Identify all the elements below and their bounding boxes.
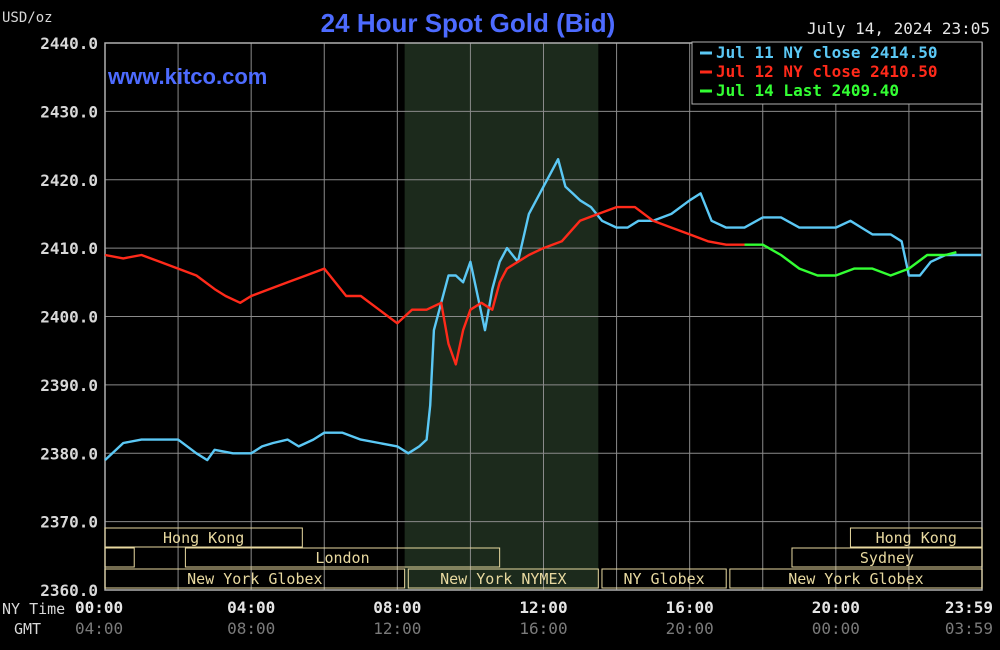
y-tick-label: 2440.0 [40, 34, 98, 53]
session-bar [791, 547, 983, 568]
y-tick-label: 2430.0 [40, 102, 98, 121]
x-tick-ny: 20:00 [812, 598, 860, 617]
x-tick-ny: 16:00 [666, 598, 714, 617]
legend-entry: Jul 14 Last 2409.40 [716, 81, 899, 100]
session-bars: Hong Kong London New York Globex New York N… [104, 527, 983, 589]
x-tick-ny: 00:00 [75, 598, 123, 617]
session-bar [849, 527, 983, 548]
y-tick-label: 2370.0 [40, 513, 98, 532]
session-label: NY Globex [623, 570, 704, 588]
x-tick-gmt: 00:00 [812, 619, 860, 638]
session-bar [601, 568, 727, 589]
timestamp: July 14, 2024 23:05 [807, 19, 990, 38]
watermark-url: www.kitco.com [107, 64, 267, 89]
series-line-jul14 [744, 243, 957, 277]
session-label: Hong Kong [876, 529, 957, 547]
y-tick-label: 2400.0 [40, 308, 98, 327]
price-series [104, 158, 982, 462]
session-bar [104, 568, 406, 589]
x-axis-ticks: 00:00 04:00 08:00 12:00 16:00 20:00 23:59 04:00… [75, 598, 993, 638]
session-bar [184, 547, 501, 568]
x-tick-ny: 04:00 [227, 598, 275, 617]
session-label: Hong Kong [163, 529, 244, 547]
y-tick-label: 2410.0 [40, 239, 98, 258]
y-tick-label: 2380.0 [40, 444, 98, 463]
x-tick-ny: 08:00 [373, 598, 421, 617]
session-bar [104, 547, 135, 568]
session-bar [407, 568, 599, 589]
x-tick-gmt: 16:00 [519, 619, 567, 638]
series-line-jul12 [104, 205, 745, 366]
x-tick-gmt: 20:00 [666, 619, 714, 638]
session-label: New York Globex [788, 570, 923, 588]
session-label: New York NYMEX [440, 570, 566, 588]
session-bar [104, 527, 303, 548]
session-label: Sydney [860, 549, 914, 567]
x-tick-gmt: 03:59 [945, 619, 993, 638]
x-tick-gmt: 08:00 [227, 619, 275, 638]
plot-frame [104, 42, 983, 591]
x-tick-gmt: 12:00 [373, 619, 421, 638]
session-bar [729, 568, 983, 589]
x-tick-gmt: 04:00 [75, 619, 123, 638]
gmt-label: GMT [14, 620, 41, 638]
y-tick-label: 2390.0 [40, 376, 98, 395]
y-tick-label: 2360.0 [40, 581, 98, 600]
session-label: New York Globex [187, 570, 322, 588]
session-label: London [315, 549, 369, 567]
legend-entry: Jul 11 NY close 2414.50 [716, 43, 938, 62]
chart-title: 24 Hour Spot Gold (Bid) [321, 8, 616, 38]
grid-lines [104, 42, 983, 591]
x-tick-ny: 23:59 [945, 598, 993, 617]
y-axis-ticks: 2360.0 2370.0 2380.0 2390.0 2400.0 2410.0 2420… [40, 34, 98, 600]
legend-entry: Jul 12 NY close 2410.50 [716, 62, 938, 81]
legend-box [691, 41, 983, 105]
y-tick-label: 2420.0 [40, 171, 98, 190]
x-tick-ny: 12:00 [519, 598, 567, 617]
y-axis-unit-label: USD/oz [2, 10, 53, 26]
ny-time-label: NY Time [2, 600, 65, 618]
